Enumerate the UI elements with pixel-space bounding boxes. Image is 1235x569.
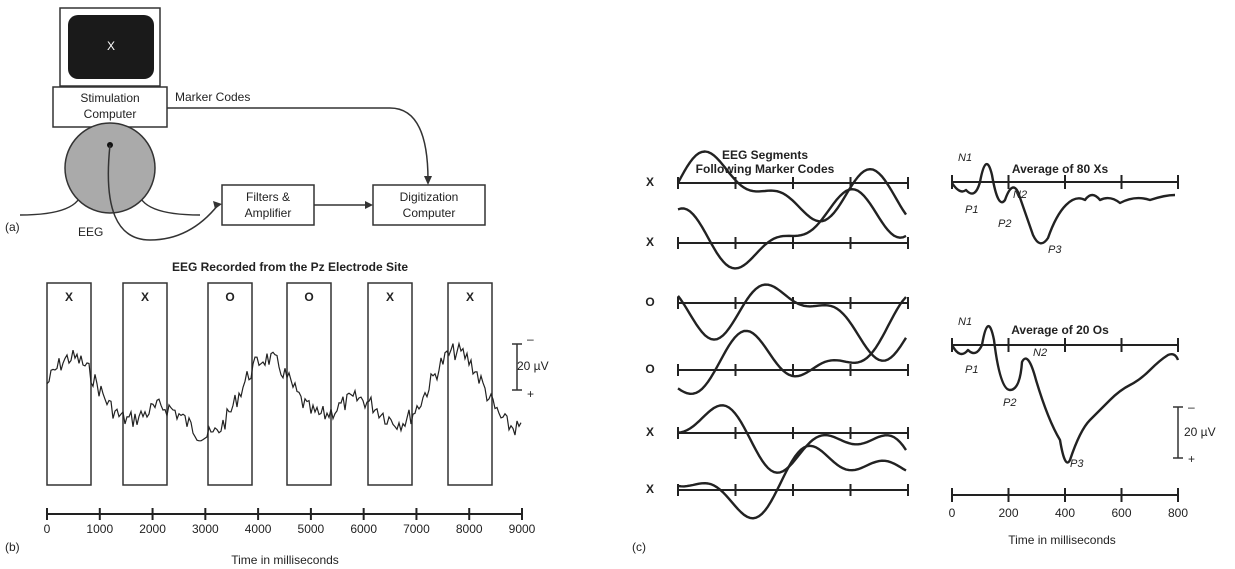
head (64, 122, 156, 214)
tick-label: 1000 (86, 522, 113, 536)
arrow (167, 107, 429, 181)
scale-text: + (527, 387, 534, 401)
scale-bar (512, 343, 522, 391)
tick-label: 5000 (298, 522, 325, 536)
title: EEG Recorded from the Pz Electrode Site (172, 260, 408, 274)
tick-label: 6000 (350, 522, 377, 536)
stimulus-window (207, 282, 253, 486)
segment-wave (677, 444, 907, 520)
row-letter: X (646, 482, 654, 496)
screen (68, 15, 154, 79)
scale-text: – (1188, 400, 1195, 414)
scale-text: 20 µV (517, 359, 549, 373)
stimulus-letter: X (65, 290, 73, 304)
segment-wave (676, 150, 907, 223)
tick-label: 4000 (245, 522, 272, 536)
title: Following Marker Codes (696, 162, 835, 176)
stimulus-letter: O (304, 290, 313, 304)
average-x-wave (951, 163, 1176, 245)
monitor (59, 7, 161, 87)
screen-letter: X (107, 39, 115, 53)
title: EEG Segments (722, 148, 808, 162)
digit-box (372, 184, 486, 226)
panel-label: (a) (5, 220, 20, 234)
tick-label: 0 (949, 506, 956, 520)
tick-label: 200 (998, 506, 1018, 520)
peak-label: P2 (1003, 397, 1016, 409)
stimulus-window (286, 282, 332, 486)
tick-label: 2000 (139, 522, 166, 536)
tick-label: 7000 (403, 522, 430, 536)
box-text: Stimulation (80, 91, 139, 105)
stimulus-window (367, 282, 413, 486)
avg-title: Average of 20 Os (1011, 323, 1109, 337)
axis-label: Time in milliseconds (231, 553, 339, 567)
eeg-label: EEG (78, 225, 103, 239)
peak-label: N1 (958, 316, 972, 328)
scale-bar (1173, 406, 1183, 459)
stimulus-window (46, 282, 92, 486)
tick-label: 400 (1055, 506, 1075, 520)
peak-label: P2 (998, 218, 1011, 230)
row-letter: O (645, 295, 654, 309)
box-text: Computer (403, 206, 456, 220)
tick-label: 3000 (192, 522, 219, 536)
box-text: Filters & (246, 190, 290, 204)
segment-wave (677, 283, 908, 362)
wire (107, 144, 219, 241)
stimulus-letter: O (225, 290, 234, 304)
avg-title: Average of 80 Xs (1012, 162, 1109, 176)
scale-text: – (527, 332, 534, 346)
peak-label: N2 (1033, 347, 1047, 359)
arrowhead (365, 201, 373, 209)
panel-a: X Stimulation Computer Marker Codes Filt… (5, 7, 486, 241)
panel-label: (b) (5, 540, 20, 554)
peak-label: P3 (1070, 458, 1084, 470)
segment-wave (677, 296, 907, 395)
panel-b: EEG Recorded from the Pz Electrode Site … (5, 260, 549, 567)
marker-codes: Marker Codes (175, 90, 250, 104)
stimulus-window (447, 282, 493, 486)
panel-c: EEG Segments Following Marker Codes Aver… (632, 148, 1216, 554)
scale-text: + (1188, 452, 1195, 466)
average-o-wave (950, 325, 1180, 464)
row-letter: O (645, 362, 654, 376)
arrowhead (424, 176, 432, 185)
peak-label: N2 (1013, 189, 1027, 201)
stimulus-letter: X (386, 290, 394, 304)
panel-label: (c) (632, 540, 646, 554)
stimulus-letter: X (466, 290, 474, 304)
peak-label: N1 (958, 152, 972, 164)
row-letter: X (646, 425, 654, 439)
tick-label: 800 (1168, 506, 1188, 520)
box-text: Amplifier (245, 206, 292, 220)
peak-label: P3 (1048, 244, 1062, 256)
axis-label: Time in milliseconds (1008, 533, 1116, 547)
peak-label: P1 (965, 364, 978, 376)
tick-label: 0 (44, 522, 51, 536)
tick-label: 9000 (509, 522, 536, 536)
scale-text: 20 µV (1184, 425, 1216, 439)
stimulus-window (122, 282, 168, 486)
tick-label: 600 (1111, 506, 1131, 520)
box-text: Digitization (400, 190, 459, 204)
peak-label: P1 (965, 204, 978, 216)
row-letter: X (646, 235, 654, 249)
segment-wave (677, 188, 907, 270)
eeg-trace (46, 341, 522, 442)
row-letter: X (646, 175, 654, 189)
stimulus-letter: X (141, 290, 149, 304)
box-text: Computer (84, 107, 137, 121)
arrowhead (213, 201, 222, 209)
tick-label: 8000 (456, 522, 483, 536)
segment-wave (677, 404, 907, 474)
